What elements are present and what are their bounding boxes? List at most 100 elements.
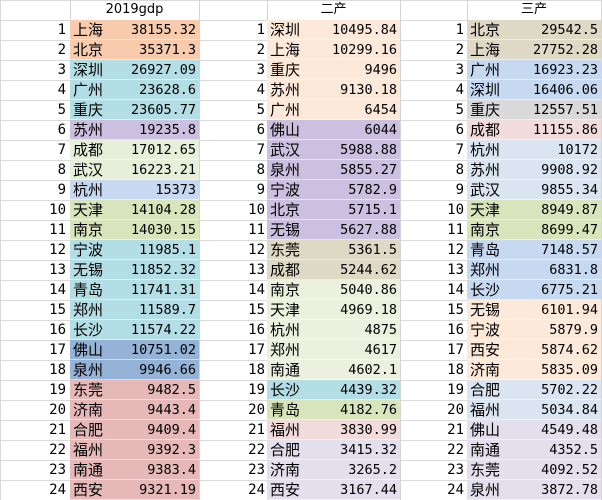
city-value-cell[interactable]: 成都 11155.86 <box>467 120 601 140</box>
column-header[interactable]: 2019gdp <box>105 2 164 17</box>
rank-cell[interactable]: 5 <box>256 102 265 118</box>
city-value-cell[interactable]: 合肥 5702.22 <box>467 380 601 400</box>
city-value-cell[interactable]: 东莞 4092.52 <box>467 460 601 480</box>
city-value-cell[interactable]: 苏州 9908.92 <box>467 160 601 180</box>
rank-cell[interactable]: 7 <box>57 142 66 158</box>
city-value-cell[interactable]: 北京 5715.1 <box>267 200 400 220</box>
city-value-cell[interactable]: 福州 3830.99 <box>267 420 400 440</box>
rank-cell[interactable]: 3 <box>57 62 66 78</box>
city-value-cell[interactable]: 重庆 12557.51 <box>467 100 601 120</box>
rank-cell[interactable]: 17 <box>49 342 66 358</box>
rank-cell[interactable]: 18 <box>447 362 464 378</box>
rank-cell[interactable]: 14 <box>248 282 265 298</box>
city-value-cell[interactable]: 深圳 26927.09 <box>70 60 199 80</box>
column-header[interactable]: 三产 <box>520 2 547 17</box>
rank-cell[interactable]: 1 <box>455 22 464 38</box>
city-value-cell[interactable]: 天津 14104.28 <box>70 200 199 220</box>
rank-cell[interactable]: 12 <box>49 242 66 258</box>
rank-cell[interactable]: 6 <box>57 122 66 138</box>
rank-cell[interactable]: 3 <box>455 62 464 78</box>
city-value-cell[interactable]: 泉州 3872.78 <box>467 480 601 500</box>
rank-cell[interactable]: 14 <box>447 282 464 298</box>
city-value-cell[interactable]: 泉州 5855.27 <box>267 160 400 180</box>
city-value-cell[interactable]: 青岛 11741.31 <box>70 280 199 300</box>
city-value-cell[interactable]: 杭州 15373 <box>70 180 199 200</box>
rank-cell[interactable]: 21 <box>49 422 66 438</box>
city-value-cell[interactable]: 武汉 5988.88 <box>267 140 400 160</box>
city-value-cell[interactable]: 无锡 11852.32 <box>70 260 199 280</box>
city-value-cell[interactable]: 青岛 4182.76 <box>267 400 400 420</box>
city-value-cell[interactable]: 无锡 5627.88 <box>267 220 400 240</box>
rank-cell[interactable]: 19 <box>49 382 66 398</box>
city-value-cell[interactable]: 东莞 9482.5 <box>70 380 199 400</box>
rank-cell[interactable]: 5 <box>455 102 464 118</box>
city-value-cell[interactable]: 天津 4969.18 <box>267 300 400 320</box>
city-value-cell[interactable]: 北京 29542.5 <box>467 20 601 40</box>
city-value-cell[interactable]: 苏州 9130.18 <box>267 80 400 100</box>
city-value-cell[interactable]: 佛山 6044 <box>267 120 400 140</box>
rank-cell[interactable]: 19 <box>447 382 464 398</box>
rank-cell[interactable]: 4 <box>256 82 265 98</box>
rank-cell[interactable]: 24 <box>248 482 265 498</box>
rank-cell[interactable]: 23 <box>248 462 265 478</box>
rank-cell[interactable]: 16 <box>248 322 265 338</box>
city-value-cell[interactable]: 西安 3167.44 <box>267 480 400 500</box>
rank-cell[interactable]: 1 <box>256 22 265 38</box>
rank-cell[interactable]: 10 <box>447 202 464 218</box>
rank-cell[interactable]: 15 <box>248 302 265 318</box>
rank-cell[interactable]: 21 <box>248 422 265 438</box>
city-value-cell[interactable]: 郑州 4617 <box>267 340 400 360</box>
rank-cell[interactable]: 12 <box>248 242 265 258</box>
city-value-cell[interactable]: 合肥 3415.32 <box>267 440 400 460</box>
city-value-cell[interactable]: 西安 9321.19 <box>70 480 199 500</box>
city-value-cell[interactable]: 长沙 11574.22 <box>70 320 199 340</box>
rank-cell[interactable]: 7 <box>455 142 464 158</box>
city-value-cell[interactable]: 杭州 4875 <box>267 320 400 340</box>
rank-cell[interactable]: 8 <box>455 162 464 178</box>
city-value-cell[interactable]: 广州 6454 <box>267 100 400 120</box>
rank-cell[interactable]: 11 <box>49 222 66 238</box>
rank-cell[interactable]: 16 <box>49 322 66 338</box>
rank-cell[interactable]: 18 <box>49 362 66 378</box>
city-value-cell[interactable]: 宁波 5782.9 <box>267 180 400 200</box>
city-value-cell[interactable]: 武汉 16223.21 <box>70 160 199 180</box>
rank-cell[interactable]: 19 <box>248 382 265 398</box>
rank-cell[interactable]: 5 <box>57 102 66 118</box>
rank-cell[interactable]: 10 <box>248 202 265 218</box>
city-value-cell[interactable]: 济南 5835.09 <box>467 360 601 380</box>
city-value-cell[interactable]: 青岛 7148.57 <box>467 240 601 260</box>
city-value-cell[interactable]: 佛山 4549.48 <box>467 420 601 440</box>
rank-cell[interactable]: 2 <box>57 42 66 58</box>
rank-cell[interactable]: 16 <box>447 322 464 338</box>
rank-cell[interactable]: 9 <box>256 182 265 198</box>
rank-cell[interactable]: 15 <box>49 302 66 318</box>
rank-cell[interactable]: 24 <box>447 482 464 498</box>
city-value-cell[interactable]: 郑州 6831.8 <box>467 260 601 280</box>
rank-cell[interactable]: 8 <box>256 162 265 178</box>
rank-cell[interactable]: 3 <box>256 62 265 78</box>
city-value-cell[interactable]: 上海 27752.28 <box>467 40 601 60</box>
rank-cell[interactable]: 6 <box>455 122 464 138</box>
rank-cell[interactable]: 9 <box>455 182 464 198</box>
city-value-cell[interactable]: 西安 5874.62 <box>467 340 601 360</box>
city-value-cell[interactable]: 郑州 11589.7 <box>70 300 199 320</box>
city-value-cell[interactable]: 南京 5040.86 <box>267 280 400 300</box>
rank-cell[interactable]: 7 <box>256 142 265 158</box>
city-value-cell[interactable]: 长沙 6775.21 <box>467 280 601 300</box>
rank-cell[interactable]: 9 <box>57 182 66 198</box>
city-value-cell[interactable]: 泉州 9946.66 <box>70 360 199 380</box>
city-value-cell[interactable]: 重庆 23605.77 <box>70 100 199 120</box>
rank-cell[interactable]: 13 <box>447 262 464 278</box>
city-value-cell[interactable]: 成都 5244.62 <box>267 260 400 280</box>
city-value-cell[interactable]: 济南 9443.4 <box>70 400 199 420</box>
rank-cell[interactable]: 12 <box>447 242 464 258</box>
city-value-cell[interactable]: 上海 38155.32 <box>70 20 199 40</box>
city-value-cell[interactable]: 重庆 9496 <box>267 60 400 80</box>
city-value-cell[interactable]: 南京 8699.47 <box>467 220 601 240</box>
rank-cell[interactable]: 20 <box>248 402 265 418</box>
rank-cell[interactable]: 23 <box>49 462 66 478</box>
rank-cell[interactable]: 23 <box>447 462 464 478</box>
rank-cell[interactable]: 15 <box>447 302 464 318</box>
column-header[interactable]: 二产 <box>320 2 347 17</box>
rank-cell[interactable]: 21 <box>447 422 464 438</box>
